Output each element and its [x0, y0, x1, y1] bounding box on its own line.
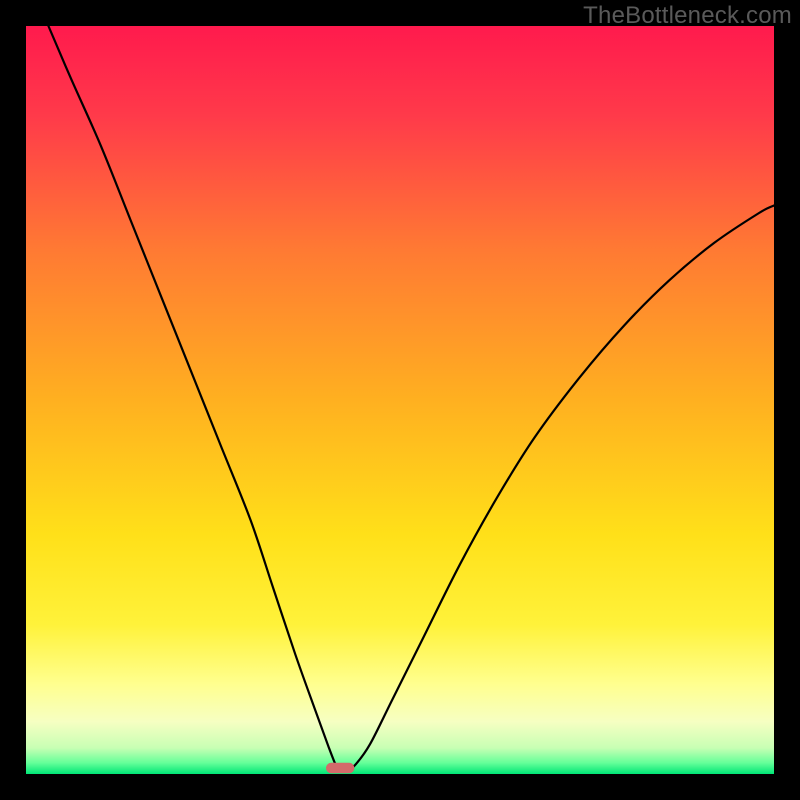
bottleneck-curve-chart: [0, 0, 800, 800]
chart-frame: TheBottleneck.com: [0, 0, 800, 800]
watermark-text: TheBottleneck.com: [583, 2, 792, 30]
optimum-marker: [326, 763, 354, 773]
plot-background: [26, 26, 774, 774]
